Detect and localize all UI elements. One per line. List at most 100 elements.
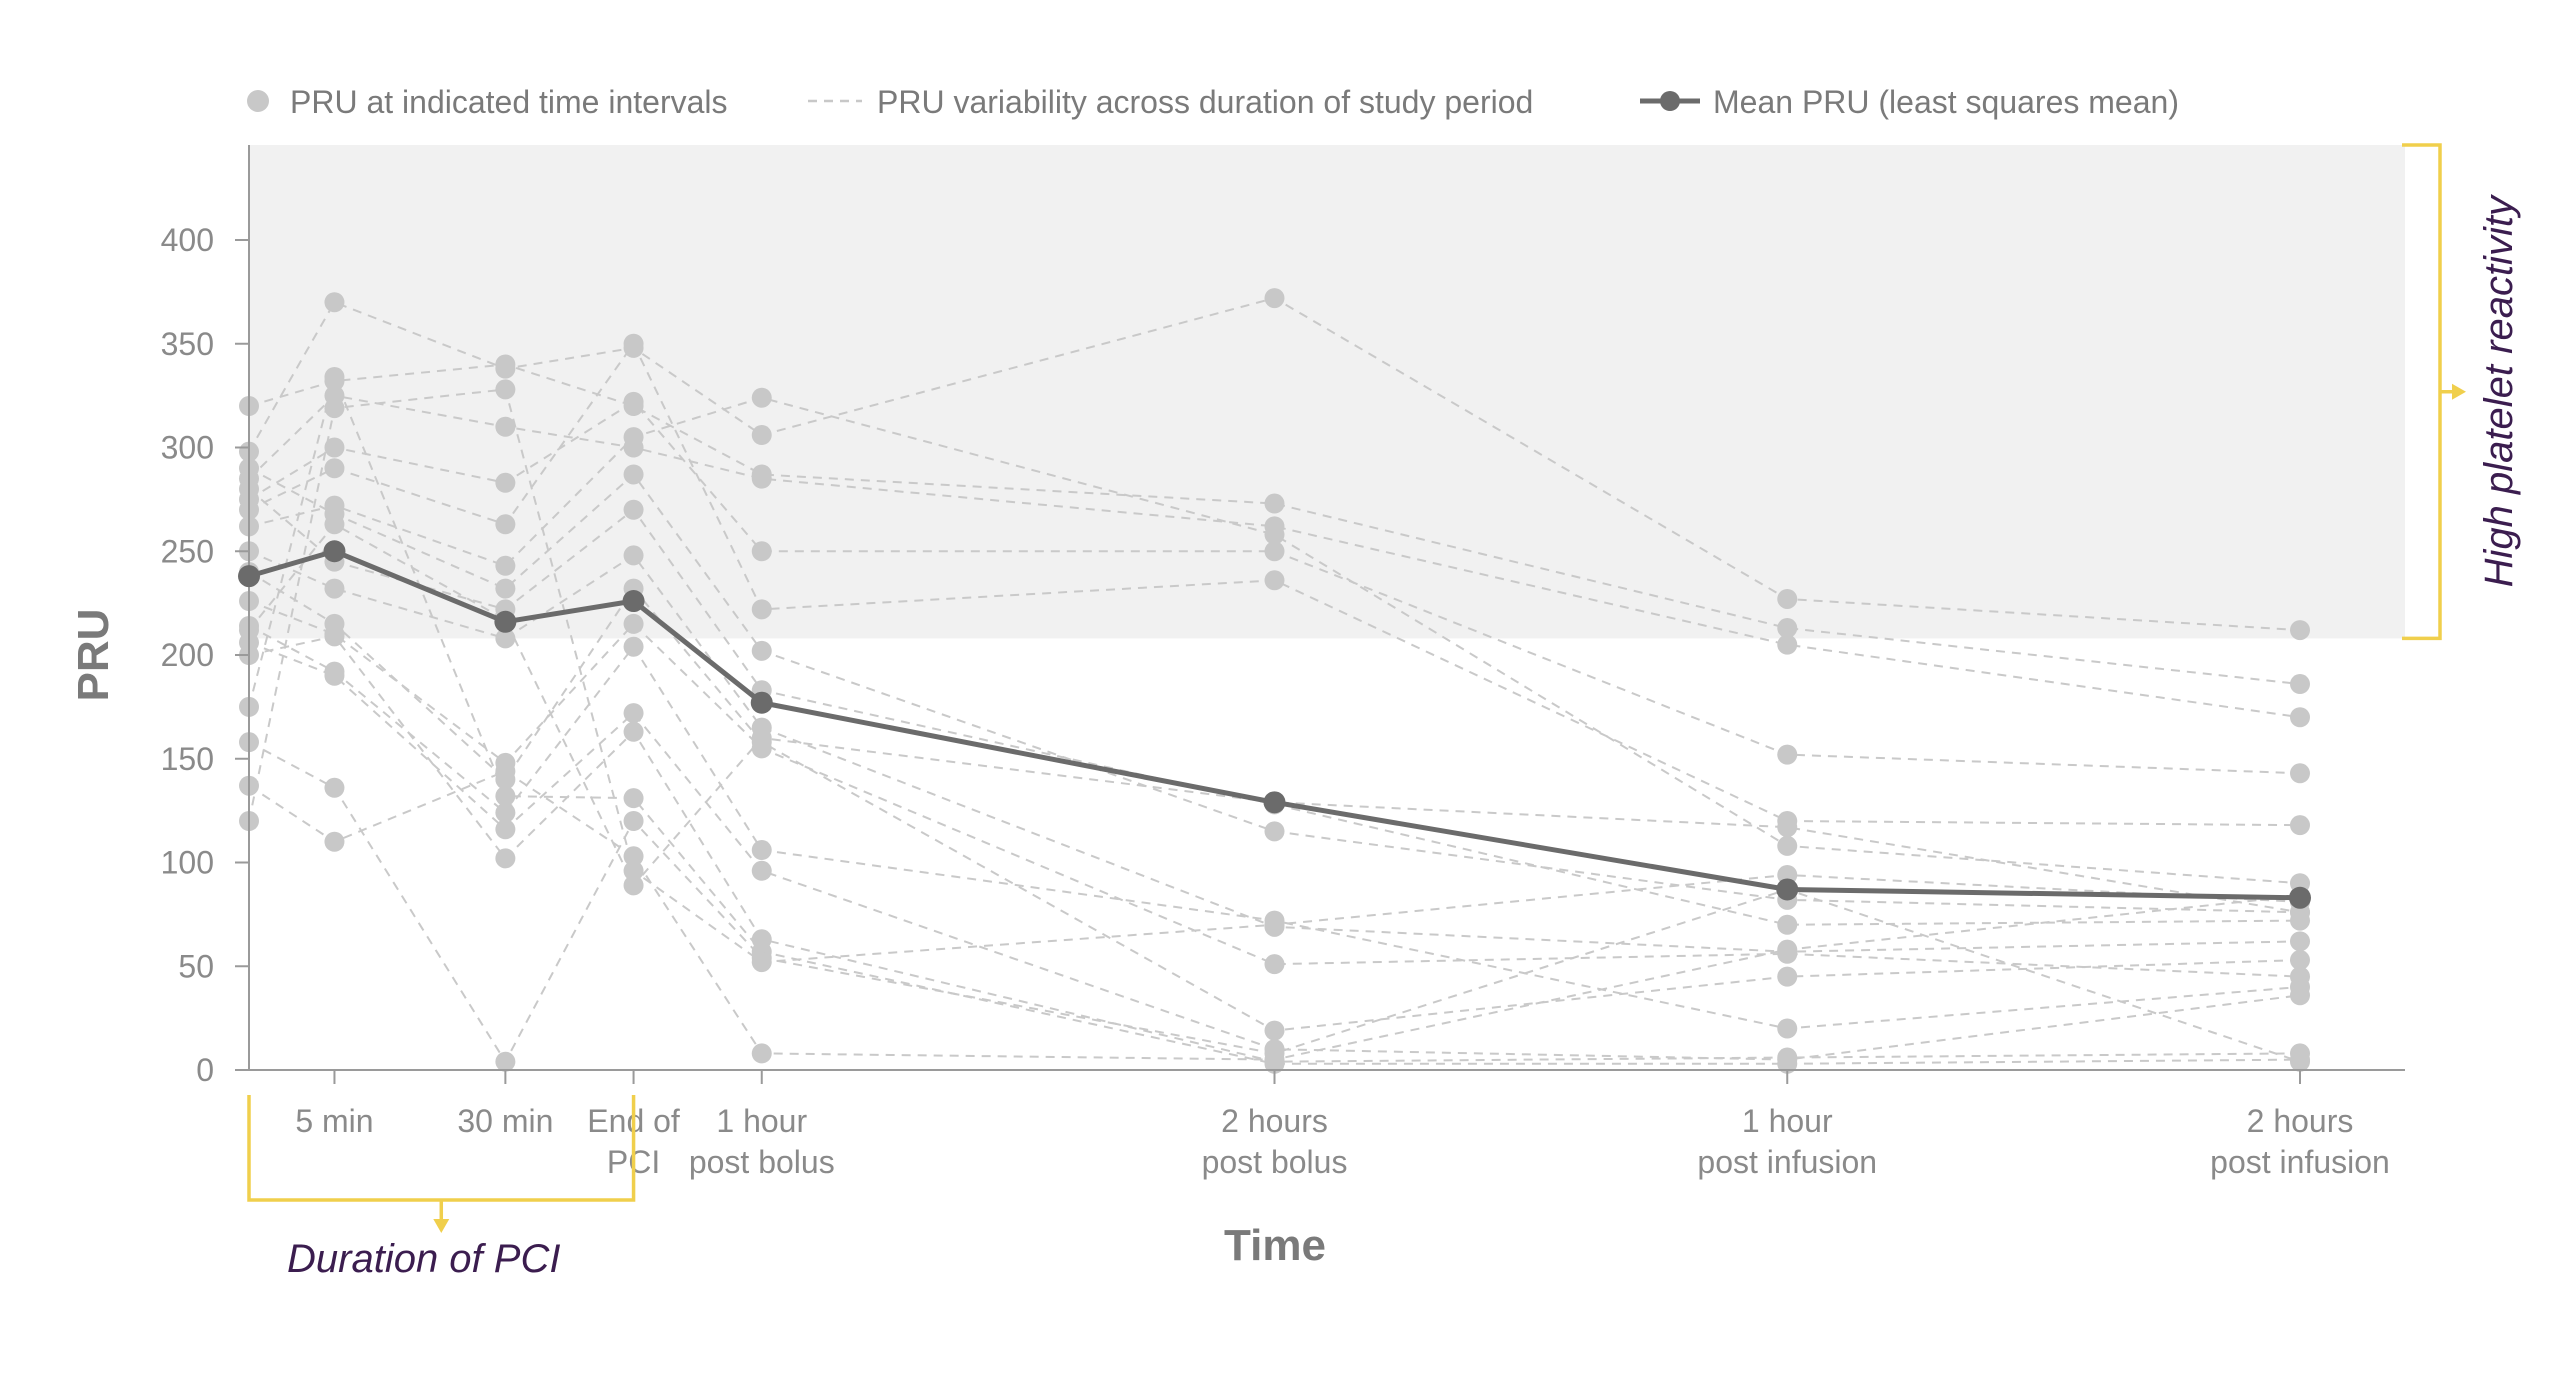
pru-point <box>495 628 516 649</box>
pru-point <box>324 665 345 686</box>
pru-point <box>1777 966 1798 987</box>
pru-point <box>1777 634 1798 655</box>
mean-pru-point <box>238 565 260 588</box>
pru-point <box>623 846 644 867</box>
pru-point <box>1264 288 1285 309</box>
pru-point <box>623 391 644 412</box>
mean-pru-point <box>1263 791 1286 814</box>
legend-point-swatch <box>247 90 269 112</box>
pru-point <box>495 802 516 823</box>
variability-line <box>248 635 2301 1063</box>
pru-point <box>751 468 772 489</box>
pru-point <box>1777 835 1798 856</box>
pru-point <box>623 499 644 520</box>
variability-line <box>248 394 2301 719</box>
x-tick-label: 30 min <box>457 1103 553 1139</box>
pru-point <box>751 640 772 661</box>
y-tick-label: 200 <box>161 637 214 673</box>
y-axis-title: PRU <box>69 609 118 702</box>
pru-point <box>623 860 644 881</box>
pru-point <box>751 860 772 881</box>
pru-point <box>751 840 772 861</box>
variability-line <box>248 373 2301 1065</box>
axes <box>248 145 2405 1071</box>
pru-point <box>495 848 516 869</box>
pru-point <box>623 427 644 448</box>
pru-point <box>751 599 772 620</box>
pru-point <box>1777 618 1798 639</box>
variability-line <box>248 550 2301 953</box>
pru-point <box>2290 815 2310 836</box>
pru-point <box>495 416 516 437</box>
x-axis-title: Time <box>1224 1221 1326 1270</box>
variability-line <box>248 388 2301 964</box>
pru-point <box>1264 570 1285 591</box>
y-tick-label: 400 <box>161 222 214 258</box>
pru-point <box>324 578 345 599</box>
pru-point <box>1777 1018 1798 1039</box>
pru-point <box>324 831 345 852</box>
variability-line <box>248 297 2301 632</box>
mean-pru-line <box>248 548 2301 901</box>
pru-point <box>1264 1020 1285 1041</box>
y-tick-label: 100 <box>161 845 214 881</box>
pru-point <box>623 545 644 566</box>
pru-point <box>495 472 516 493</box>
pru-point <box>1264 914 1285 935</box>
pru-point <box>324 777 345 798</box>
pru-point <box>1264 493 1285 514</box>
pru-point <box>751 1043 772 1064</box>
pci-duration-bracket: Duration of PCI <box>247 1095 636 1281</box>
mean-pru-point <box>323 540 346 563</box>
pru-point <box>2290 763 2310 784</box>
pru-point <box>2290 985 2310 1006</box>
variability-line <box>248 363 2301 686</box>
pru-point <box>623 721 644 742</box>
pru-point <box>495 354 516 375</box>
pru-point <box>1777 939 1798 960</box>
x-tick-label: 1 hour post bolus <box>689 1103 835 1180</box>
pru-point <box>1264 541 1285 562</box>
pru-point <box>324 437 345 458</box>
pru-point <box>751 541 772 562</box>
pru-point <box>751 952 772 973</box>
high-reactivity-label: High platelet reactivity <box>2477 193 2521 587</box>
pru-point <box>623 811 644 831</box>
high-reactivity-bracket: High platelet reactivity <box>2402 143 2521 641</box>
pru-point <box>495 555 516 576</box>
variability-line <box>248 400 2301 775</box>
variability-line <box>248 341 2301 827</box>
pru-point <box>623 788 644 809</box>
y-tick-label: 150 <box>161 741 214 777</box>
pru-point <box>495 1051 516 1072</box>
pru-point <box>623 464 644 485</box>
pru-point <box>1264 821 1285 842</box>
y-tick-label: 300 <box>161 430 214 466</box>
x-tick-label: 2 hours post infusion <box>2210 1103 2390 1180</box>
pru-point <box>324 514 345 535</box>
pru-point <box>2290 620 2310 641</box>
y-tick-label: 350 <box>161 326 214 362</box>
legend-variability-label: PRU variability across duration of study… <box>877 84 1533 120</box>
variability-line <box>248 600 2301 978</box>
pru-point <box>2290 950 2310 971</box>
y-tick-label: 50 <box>178 948 214 984</box>
high-reactivity-region <box>249 145 2405 639</box>
y-tick-label: 0 <box>196 1052 214 1088</box>
pru-point <box>623 613 644 634</box>
pru-point <box>1777 744 1798 765</box>
y-tick-label: 250 <box>161 533 214 569</box>
pru-point <box>2290 707 2310 728</box>
pru-point <box>495 761 516 782</box>
variability-line <box>248 641 2301 1061</box>
pru-point <box>1264 524 1285 545</box>
pru-point <box>623 636 644 657</box>
y-axis-ticks: 0 50 100 150 200 250 300 350 400 <box>161 222 249 1088</box>
variability-line <box>248 396 2301 885</box>
x-tick-label: 5 min <box>295 1103 373 1139</box>
pru-point <box>324 366 345 387</box>
variability-line <box>248 625 2301 1030</box>
pru-point <box>495 819 516 840</box>
pru-point <box>495 578 516 599</box>
